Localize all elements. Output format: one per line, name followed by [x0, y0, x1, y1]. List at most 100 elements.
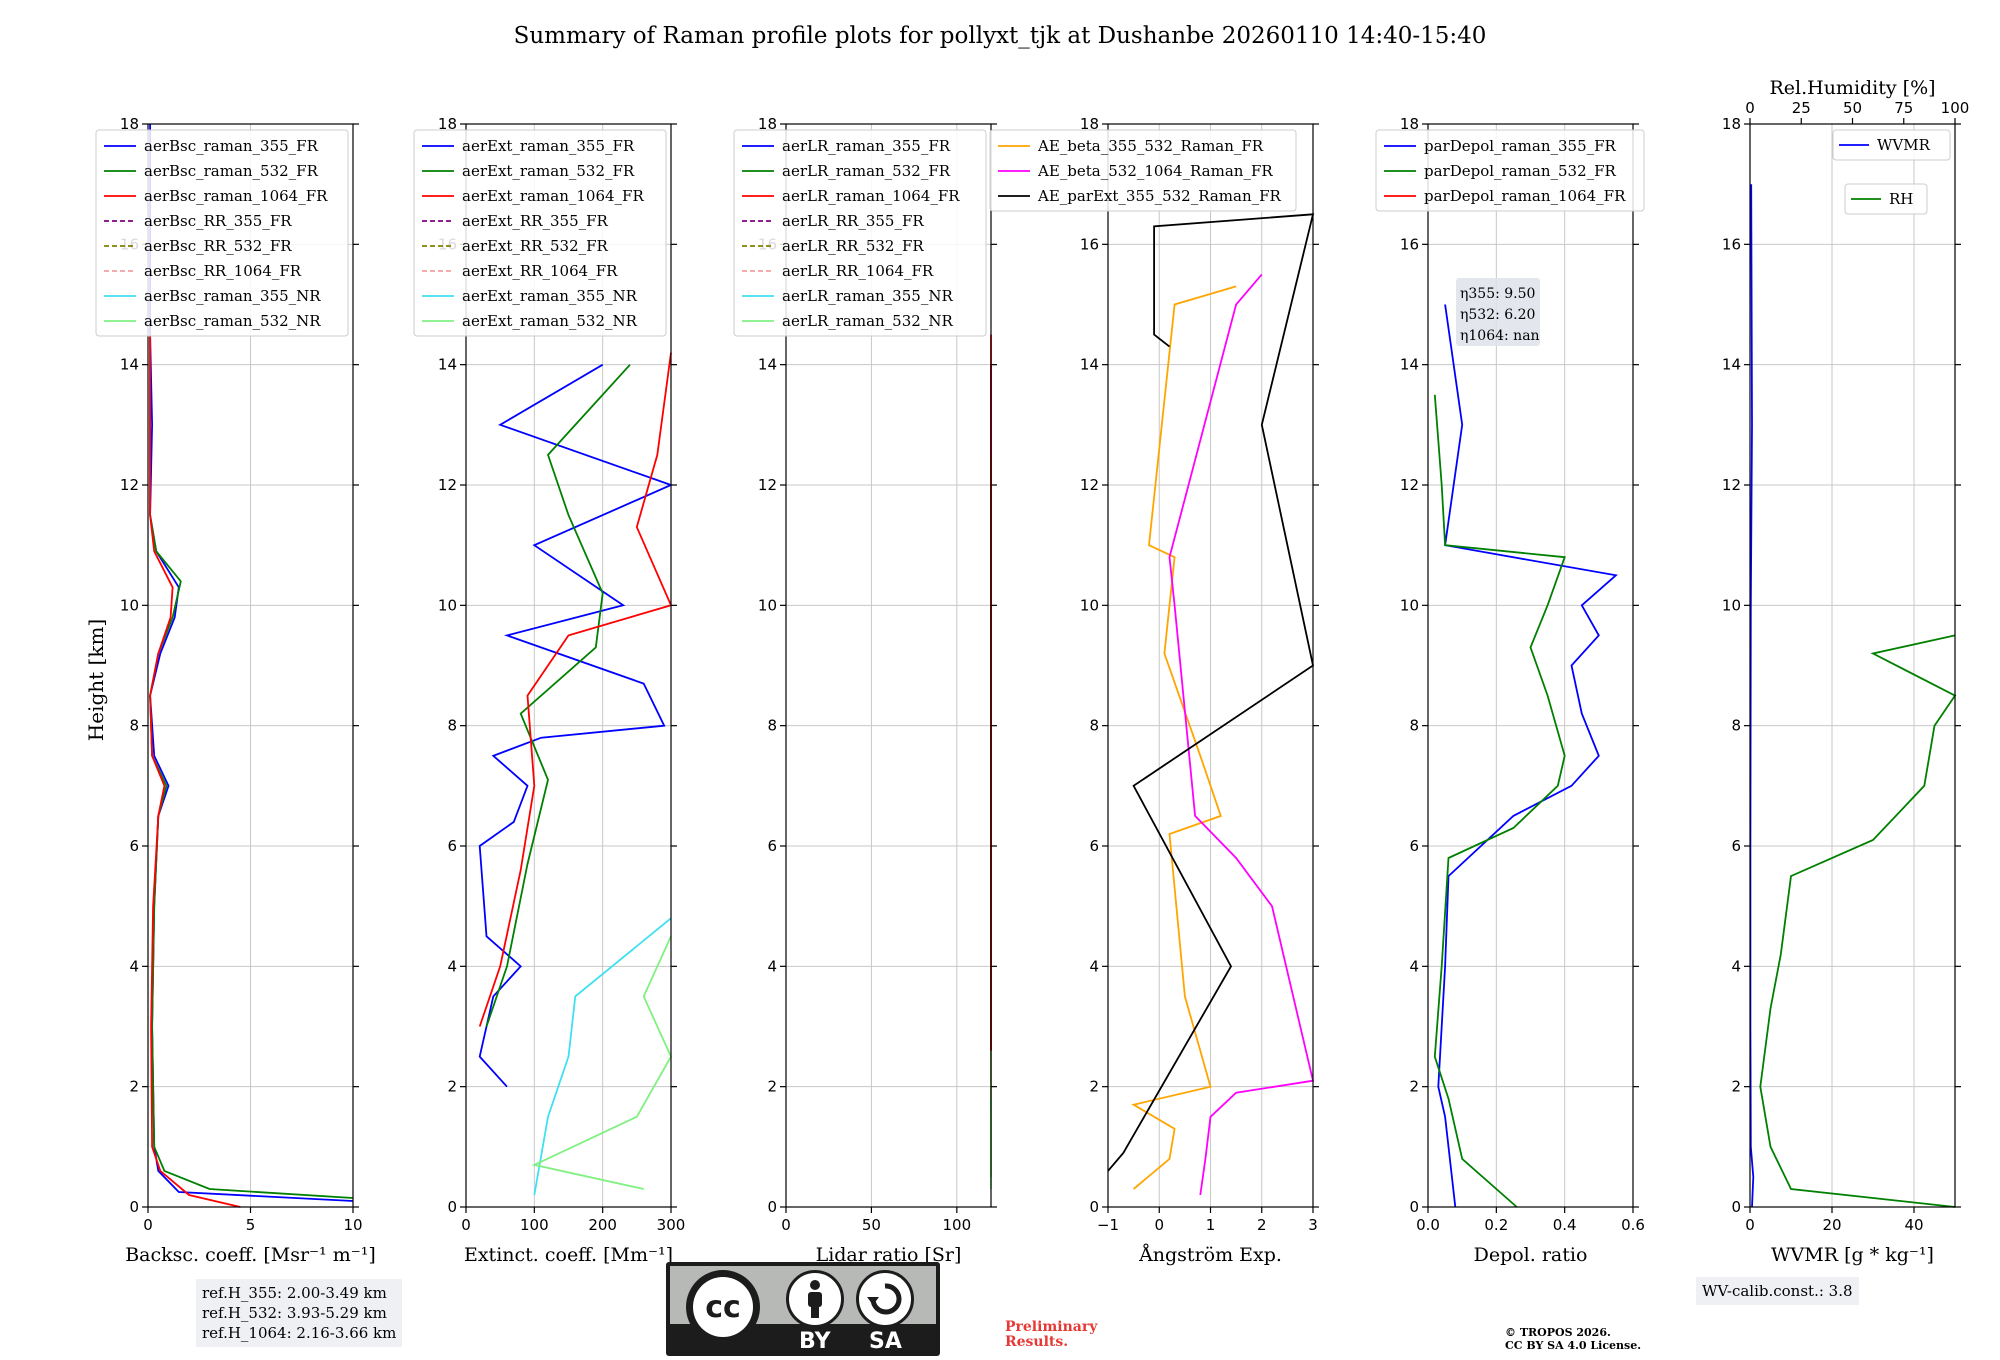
- legend-label: aerBsc_raman_355_FR: [144, 137, 319, 155]
- y-tick-label: 14: [1080, 356, 1099, 374]
- license-terms-bar: BY SA: [666, 1326, 940, 1356]
- y-tick-label: 18: [1080, 115, 1099, 133]
- y-tick-label: 6: [767, 837, 777, 855]
- x-tick-label: 2: [1257, 1216, 1267, 1234]
- y-tick-label: 12: [120, 476, 139, 494]
- y-tick-label: 2: [1089, 1078, 1099, 1096]
- legend-label: aerExt_raman_355_NR: [462, 287, 638, 305]
- x-axis-label: WVMR [g * kg⁻¹]: [1771, 1244, 1934, 1266]
- legend-label: parDepol_raman_355_FR: [1424, 137, 1617, 155]
- legend-label: aerBsc_RR_532_FR: [144, 237, 292, 255]
- y-tick-label: 12: [438, 476, 457, 494]
- y-tick-label: 10: [1080, 596, 1099, 614]
- y-tick-label: 4: [767, 957, 777, 975]
- legend-box: [1844, 183, 1928, 215]
- x-axis-label: Backsc. coeff. [Msr⁻¹ m⁻¹]: [125, 1244, 376, 1266]
- legend-box: [733, 129, 987, 337]
- series-line-AE_beta_355_532_Raman_FR: [1131, 285, 1237, 1190]
- legend-label: AE_parExt_355_532_Raman_FR: [1037, 187, 1282, 205]
- top-x-tick-label: 0: [1745, 99, 1755, 117]
- y-tick-label: 4: [1089, 957, 1099, 975]
- x-tick-label: 0.4: [1553, 1216, 1577, 1234]
- legend-label: aerExt_RR_532_FR: [462, 237, 609, 255]
- x-tick-label: 10: [343, 1216, 362, 1234]
- y-tick-label: 14: [1400, 356, 1419, 374]
- top-x-tick-label: 100: [1941, 99, 1970, 117]
- y-tick-label: 16: [1722, 235, 1741, 253]
- series-line-aerBsc_raman_532_FR: [149, 334, 354, 1199]
- y-tick-label: 18: [120, 115, 139, 133]
- series-line-aerExt_raman_355_FR: [478, 363, 674, 1088]
- x-tick-label: 100: [520, 1216, 549, 1234]
- x-axis-label: Depol. ratio: [1474, 1244, 1588, 1266]
- y-tick-label: 4: [129, 957, 139, 975]
- series-line-parDepol_raman_355_FR: [1437, 304, 1618, 1208]
- y-tick-label: 16: [1400, 235, 1419, 253]
- panel-depol: 0 2 4 6 8 10 12 14 16 18 0.0 0.2 0.4 0.6 Depol. ratio p…: [1375, 115, 1645, 1266]
- y-tick-label: 14: [1722, 356, 1741, 374]
- license-sa-label: SA: [869, 1329, 902, 1354]
- legend-box: [989, 129, 1297, 212]
- x-tick-label: 0: [1154, 1216, 1164, 1234]
- x-tick-label: 0: [461, 1216, 471, 1234]
- y-tick-label: 14: [120, 356, 139, 374]
- y-tick-label: 4: [447, 957, 457, 975]
- legend-label: parDepol_raman_1064_FR: [1424, 187, 1626, 205]
- legend-label: aerLR_RR_532_FR: [782, 237, 924, 255]
- y-tick-label: 10: [1400, 596, 1419, 614]
- y-tick-label: 16: [1080, 235, 1099, 253]
- x-tick-label: 1: [1206, 1216, 1216, 1234]
- series-line-AE_parExt_355_532_Raman_FR: [1107, 213, 1315, 1172]
- legend-label: aerExt_raman_1064_FR: [462, 187, 644, 205]
- x-axis-label: Ångström Exp.: [1138, 1244, 1282, 1266]
- legend-label: RH: [1889, 190, 1913, 208]
- y-tick-label: 18: [758, 115, 777, 133]
- top-x-tick-label: 50: [1843, 99, 1862, 117]
- wv-calib-box: WV-calib.const.: 3.8: [1696, 1277, 1859, 1305]
- panel-ext: 0246810121416180100200300Extinct. coeff.…: [413, 115, 685, 1266]
- x-tick-label: 50: [862, 1216, 881, 1234]
- y-tick-label: 2: [129, 1078, 139, 1096]
- legend-box: [1375, 129, 1645, 212]
- y-tick-label: 6: [1089, 837, 1099, 855]
- top-x-tick-label: 75: [1894, 99, 1913, 117]
- y-tick-label: 10: [438, 596, 457, 614]
- y-tick-label: 18: [1400, 115, 1419, 133]
- legend-label: aerLR_raman_355_NR: [782, 287, 953, 305]
- legend-label: aerExt_raman_532_FR: [462, 162, 635, 180]
- y-tick-label: 12: [1080, 476, 1099, 494]
- x-tick-label: 200: [588, 1216, 617, 1234]
- reference-heights-box: ref.H_355: 2.00-3.49 km ref.H_532: 3.93-…: [196, 1279, 403, 1347]
- y-tick-label: 6: [1409, 837, 1419, 855]
- y-tick-label: 10: [758, 596, 777, 614]
- cc-license-badge: cc BY SA: [666, 1262, 940, 1356]
- x-axis-label: Lidar ratio [Sr]: [816, 1244, 962, 1266]
- series-line-aerExt_raman_532_FR: [485, 364, 631, 1027]
- legend-label: parDepol_raman_532_FR: [1424, 162, 1617, 180]
- y-tick-label: 2: [767, 1078, 777, 1096]
- y-tick-label: 8: [1089, 717, 1099, 735]
- cc-logo-icon: cc: [693, 1277, 753, 1337]
- refh-1064: ref.H_1064: 2.16-3.66 km: [202, 1324, 397, 1342]
- top-axis-label: Rel.Humidity [%]: [1769, 77, 1935, 99]
- x-tick-label: 0.2: [1484, 1216, 1508, 1234]
- x-tick-label: 0: [1745, 1216, 1755, 1234]
- copyright-note: © TROPOS 2026. CC BY SA 4.0 License.: [1505, 1326, 1642, 1352]
- legend-label: aerLR_RR_1064_FR: [782, 262, 934, 280]
- y-tick-label: 12: [1722, 476, 1741, 494]
- legend-label: aerBsc_raman_1064_FR: [144, 187, 328, 205]
- panel-lr: 024681012141618050100Lidar ratio [Sr]aer…: [733, 115, 997, 1266]
- y-tick-label: 8: [1409, 717, 1419, 735]
- series-line-WVMR: [1749, 184, 1755, 1208]
- y-tick-label: 12: [758, 476, 777, 494]
- legend-label: aerBsc_RR_1064_FR: [144, 262, 302, 280]
- series-line-aerExt_raman_1064_FR: [478, 352, 673, 1027]
- series-line-parDepol_raman_532_FR: [1433, 394, 1566, 1208]
- y-tick-label: 14: [758, 356, 777, 374]
- legend-label: aerExt_RR_355_FR: [462, 212, 609, 230]
- y-tick-label: 2: [447, 1078, 457, 1096]
- x-tick-label: 0.0: [1416, 1216, 1440, 1234]
- y-tick-label: 8: [1731, 717, 1741, 735]
- legend-box: [1832, 129, 1951, 161]
- x-tick-label: 0: [143, 1216, 153, 1234]
